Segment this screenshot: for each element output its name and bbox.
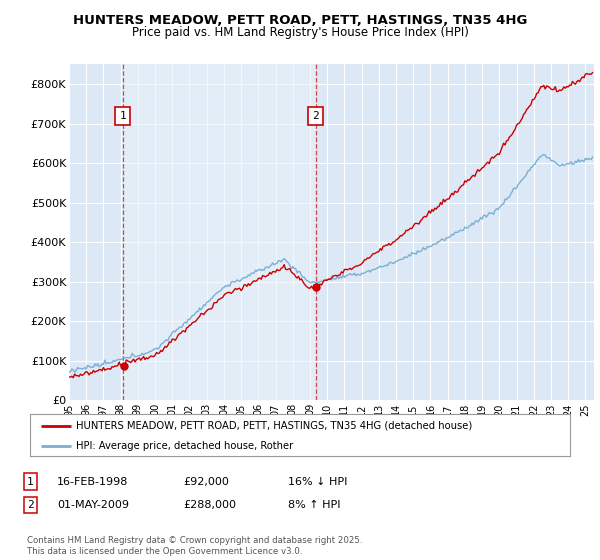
Text: HPI: Average price, detached house, Rother: HPI: Average price, detached house, Roth…: [76, 441, 293, 451]
Text: Price paid vs. HM Land Registry's House Price Index (HPI): Price paid vs. HM Land Registry's House …: [131, 26, 469, 39]
Text: 16-FEB-1998: 16-FEB-1998: [57, 477, 128, 487]
Text: Contains HM Land Registry data © Crown copyright and database right 2025.
This d: Contains HM Land Registry data © Crown c…: [27, 536, 362, 556]
Text: £92,000: £92,000: [183, 477, 229, 487]
Text: 2: 2: [312, 111, 319, 121]
Text: 2: 2: [27, 500, 34, 510]
Text: HUNTERS MEADOW, PETT ROAD, PETT, HASTINGS, TN35 4HG (detached house): HUNTERS MEADOW, PETT ROAD, PETT, HASTING…: [76, 421, 472, 431]
Text: 01-MAY-2009: 01-MAY-2009: [57, 500, 129, 510]
Text: HUNTERS MEADOW, PETT ROAD, PETT, HASTINGS, TN35 4HG: HUNTERS MEADOW, PETT ROAD, PETT, HASTING…: [73, 14, 527, 27]
Text: £288,000: £288,000: [183, 500, 236, 510]
Text: 8% ↑ HPI: 8% ↑ HPI: [288, 500, 341, 510]
Bar: [123, 64, 316, 400]
Text: 1: 1: [119, 111, 126, 121]
Text: 16% ↓ HPI: 16% ↓ HPI: [288, 477, 347, 487]
Text: 1: 1: [27, 477, 34, 487]
